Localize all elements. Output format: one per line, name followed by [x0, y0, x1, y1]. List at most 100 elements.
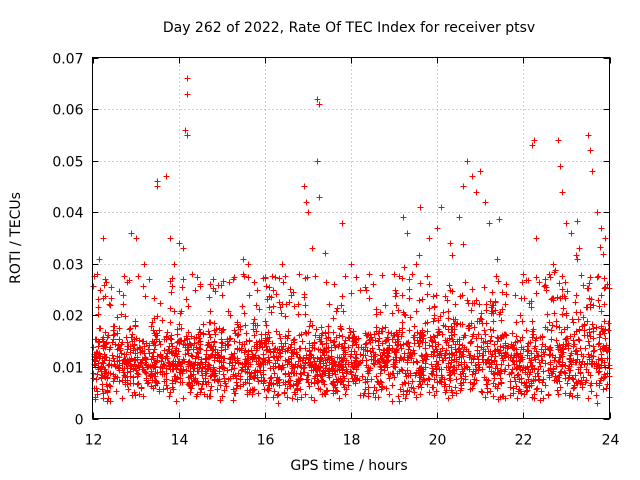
background-point: [187, 389, 194, 396]
background-point: [386, 375, 393, 382]
background-point: [254, 287, 261, 294]
background-point: [99, 372, 106, 379]
background-point: [228, 366, 235, 373]
background-point: [531, 354, 538, 361]
background-point: [348, 290, 355, 297]
background-point: [442, 389, 449, 396]
data-point: [279, 261, 286, 268]
background-point: [378, 328, 385, 335]
background-point: [538, 388, 545, 395]
background-point: [381, 367, 388, 374]
background-point: [377, 378, 384, 385]
background-point: [169, 384, 176, 391]
background-point: [601, 318, 608, 325]
background-point: [476, 301, 483, 308]
background-point: [559, 273, 566, 280]
background-point: [573, 292, 580, 299]
background-point: [430, 318, 437, 325]
background-point: [416, 252, 423, 259]
data-point: [533, 235, 540, 242]
background-point: [494, 338, 501, 345]
background-point: [100, 390, 107, 397]
background-point: [389, 336, 396, 343]
background-point: [284, 385, 291, 392]
background-point: [230, 373, 237, 380]
background-point: [233, 385, 240, 392]
background-point: [586, 326, 593, 333]
background-point: [124, 381, 131, 388]
background-point: [477, 315, 484, 322]
data-point: [391, 271, 398, 278]
background-point: [95, 296, 102, 303]
background-point: [554, 294, 561, 301]
background-point: [490, 327, 497, 334]
background-point: [104, 398, 111, 405]
background-point: [299, 338, 306, 345]
background-point: [152, 332, 159, 339]
background-point: [595, 273, 602, 280]
background-point: [302, 360, 309, 367]
background-point: [338, 302, 345, 309]
background-point: [417, 337, 424, 344]
background-point: [166, 393, 173, 400]
background-point: [282, 333, 289, 340]
background-point: [102, 329, 109, 336]
background-point: [471, 324, 478, 331]
background-point: [291, 364, 298, 371]
background-point: [252, 367, 259, 374]
y-axis-label: ROTI / TECUs: [8, 192, 24, 284]
background-point: [546, 352, 553, 359]
background-point: [298, 331, 305, 338]
background-point: [197, 283, 204, 290]
background-point: [177, 310, 184, 317]
background-point: [339, 293, 346, 300]
background-point: [588, 296, 595, 303]
background-point: [495, 369, 502, 376]
background-point: [220, 371, 227, 378]
data-points: [90, 75, 613, 407]
background-point: [336, 395, 343, 402]
background-point: [393, 302, 400, 309]
background-point: [429, 365, 436, 372]
background-point: [347, 353, 354, 360]
y-tick-label: 0.05: [52, 155, 83, 171]
background-point: [261, 377, 268, 384]
background-point: [517, 337, 524, 344]
background-point: [171, 373, 178, 380]
background-point: [161, 362, 168, 369]
background-point: [95, 338, 102, 345]
background-point: [478, 388, 485, 395]
background-point: [446, 351, 453, 358]
background-point: [319, 341, 326, 348]
data-point: [184, 75, 191, 82]
background-point: [239, 361, 246, 368]
background-point: [240, 381, 247, 388]
background-point: [487, 326, 494, 333]
background-point: [406, 286, 413, 293]
background-point: [407, 370, 414, 377]
background-point: [570, 376, 577, 383]
background-point: [478, 316, 485, 323]
data-point: [253, 302, 260, 309]
background-point: [596, 303, 603, 310]
background-point: [493, 273, 500, 280]
background-point: [464, 297, 471, 304]
background-point: [507, 392, 514, 399]
background-point: [529, 394, 536, 401]
background-point: [157, 341, 164, 348]
background-point: [481, 284, 488, 291]
background-point: [260, 367, 267, 374]
background-point: [405, 339, 412, 346]
background-point: [168, 348, 175, 355]
background-point: [446, 375, 453, 382]
background-point: [286, 359, 293, 366]
x-tick-label: 16: [257, 433, 275, 449]
background-point: [149, 353, 156, 360]
background-point: [445, 360, 452, 367]
background-point: [377, 370, 384, 377]
background-point: [521, 380, 528, 387]
background-point: [603, 344, 610, 351]
background-point: [365, 364, 372, 371]
background-point: [524, 364, 531, 371]
y-tick-label: 0.06: [52, 103, 83, 119]
